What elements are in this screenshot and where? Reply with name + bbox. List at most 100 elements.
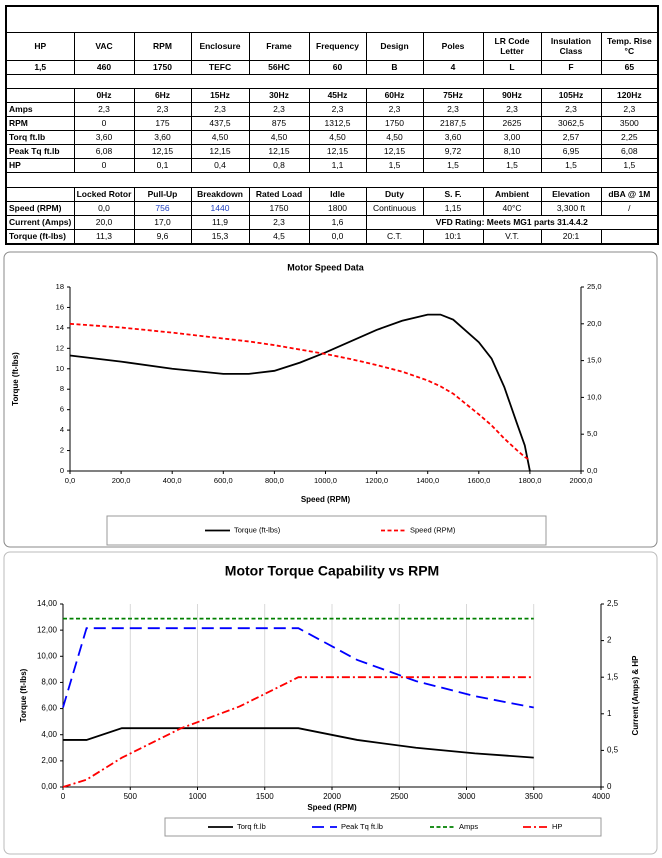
table-cell: Speed (RPM) xyxy=(5,200,75,216)
table-cell: 9,6 xyxy=(133,228,192,244)
table-cell: 0Hz xyxy=(73,87,135,103)
table-cell: 2,3 xyxy=(248,101,310,117)
torque-chart: Motor Torque Capability vs RPM 0 500 1000 15… xyxy=(3,551,658,855)
table-cell: 2,3 xyxy=(308,101,367,117)
table-row: Amps 2,3 2,3 2,3 2,3 2,3 2,3 2,3 2,3 2,3 2,3 xyxy=(5,101,659,117)
series-line xyxy=(69,322,531,461)
table-cell: 2187,5 xyxy=(422,115,484,131)
y-tick-label: 4,00 xyxy=(41,730,57,739)
table-cell: 1,5 xyxy=(422,157,484,173)
table-cell: 1312,5 xyxy=(308,115,367,131)
table-cell: 4 xyxy=(422,59,484,75)
table-cell: 1,5 xyxy=(482,157,542,173)
x-tick-label: 1000 xyxy=(189,792,207,801)
table-cell: 12,15 xyxy=(190,143,250,159)
y-tick-label: 18 xyxy=(56,282,64,291)
table-cell: Poles xyxy=(422,31,484,61)
table-cell: Amps xyxy=(5,101,75,117)
table-cell: 2625 xyxy=(482,115,542,131)
table-cell: dBA @ 1M xyxy=(600,186,659,202)
table-cell: 75Hz xyxy=(422,87,484,103)
table-cell: 0 xyxy=(73,115,135,131)
table-cell: 15Hz xyxy=(190,87,250,103)
table-cell: 1,5 xyxy=(5,59,75,75)
x-tick-label: 800,0 xyxy=(265,476,284,485)
y-tick-label: 2,00 xyxy=(41,756,57,765)
chart-frame xyxy=(3,551,658,855)
table-cell: RPM xyxy=(133,31,192,61)
table-cell: 2,3 xyxy=(73,101,135,117)
y2-tick-label: 15,0 xyxy=(587,356,602,365)
y-tick-label: 12 xyxy=(56,343,64,352)
table-cell: 1800 xyxy=(308,200,367,216)
table-cell: 0,8 xyxy=(248,157,310,173)
table-row: 1,5 460 1750 TEFC 56HC 60 B 4 L F 65 xyxy=(5,59,659,75)
table-cell: Pull-Up xyxy=(133,186,192,202)
table-cell: 2,3 xyxy=(540,101,602,117)
table-cell: 2,3 xyxy=(482,101,542,117)
table-cell: 8,10 xyxy=(482,143,542,159)
table-cell: 1,15 xyxy=(422,200,484,216)
table-cell: 56HC xyxy=(248,59,310,75)
table-cell: 756 xyxy=(133,200,192,216)
table-cell: Temp. Rise °C xyxy=(600,31,659,61)
table-row: RPM 0 175 437,5 875 1312,5 1750 2187,5 2625 3062,… xyxy=(5,115,659,131)
x-tick-label: 2000 xyxy=(323,792,341,801)
table-cell: 11,9 xyxy=(190,214,250,230)
table-row xyxy=(5,171,659,188)
table-cell: 1750 xyxy=(248,200,310,216)
table-cell: Frequency xyxy=(308,31,367,61)
table-cell: 437,5 xyxy=(190,115,250,131)
legend-label: Torq ft.lb xyxy=(237,822,266,831)
table-cell: 3,300 ft xyxy=(540,200,602,216)
x-tick-label: 3000 xyxy=(458,792,476,801)
y2-tick-label: 0,5 xyxy=(607,746,619,755)
table-cell xyxy=(5,73,659,89)
table-row: Peak Tq ft.lb 6,08 12,15 12,15 12,15 12,15 12,… xyxy=(5,143,659,159)
x-tick-label: 600,0 xyxy=(214,476,233,485)
y-tick-label: 0 xyxy=(60,466,64,475)
table-cell xyxy=(5,171,659,188)
legend-label: Peak Tq ft.lb xyxy=(341,822,383,831)
table-cell: 2,3 xyxy=(422,101,484,117)
table-cell: 1,1 xyxy=(308,157,367,173)
legend-box xyxy=(106,515,547,546)
table-cell: Continuous xyxy=(365,200,424,216)
table-cell: 1750 xyxy=(365,115,424,131)
series-line xyxy=(69,313,531,472)
table-row: HP VAC RPM Enclosure Frame Frequency Design Pol… xyxy=(5,31,659,61)
table-cell: 0,1 xyxy=(133,157,192,173)
table-cell: Current (Amps) xyxy=(5,214,75,230)
table-cell: 105Hz xyxy=(540,87,602,103)
table-cell: 11,3 xyxy=(73,228,135,244)
table-cell: Rated Load xyxy=(248,186,310,202)
motor-data-table: HP VAC RPM Enclosure Frame Frequency Design Pol… xyxy=(5,5,660,245)
table-cell: 4,50 xyxy=(248,129,310,145)
table-cell: 30Hz xyxy=(248,87,310,103)
table-cell: HP xyxy=(5,157,75,173)
table-cell: 0,4 xyxy=(190,157,250,173)
table-cell xyxy=(5,186,75,202)
table-cell: Breakdown xyxy=(190,186,250,202)
table-cell: 4,5 xyxy=(248,228,310,244)
table-cell: HP xyxy=(5,31,75,61)
y2-tick-label: 10,0 xyxy=(587,392,602,401)
table-cell: 2,3 xyxy=(365,101,424,117)
table-cell: Peak Tq ft.lb xyxy=(5,143,75,159)
chart-title: Motor Torque Capability vs RPM xyxy=(225,563,439,579)
table-cell xyxy=(5,87,75,103)
table-cell: LR Code Letter xyxy=(482,31,542,61)
y-tick-label: 16 xyxy=(56,302,64,311)
table-cell xyxy=(600,228,659,244)
y2-tick-label: 0 xyxy=(607,782,612,791)
table-cell: S. F. xyxy=(422,186,484,202)
table-cell: Frame xyxy=(248,31,310,61)
table-cell: 0,0 xyxy=(73,200,135,216)
table-cell: 2,3 xyxy=(248,214,310,230)
table-cell: Design xyxy=(365,31,424,61)
table-row: Current (Amps) 20,0 17,0 11,9 2,3 1,6 VFD Rati… xyxy=(5,214,659,230)
table-cell: 65 xyxy=(600,59,659,75)
x-tick-label: 2000,0 xyxy=(570,476,593,485)
table-cell: VFD Rating: Meets MG1 parts 31.4.4.2 xyxy=(365,214,659,230)
